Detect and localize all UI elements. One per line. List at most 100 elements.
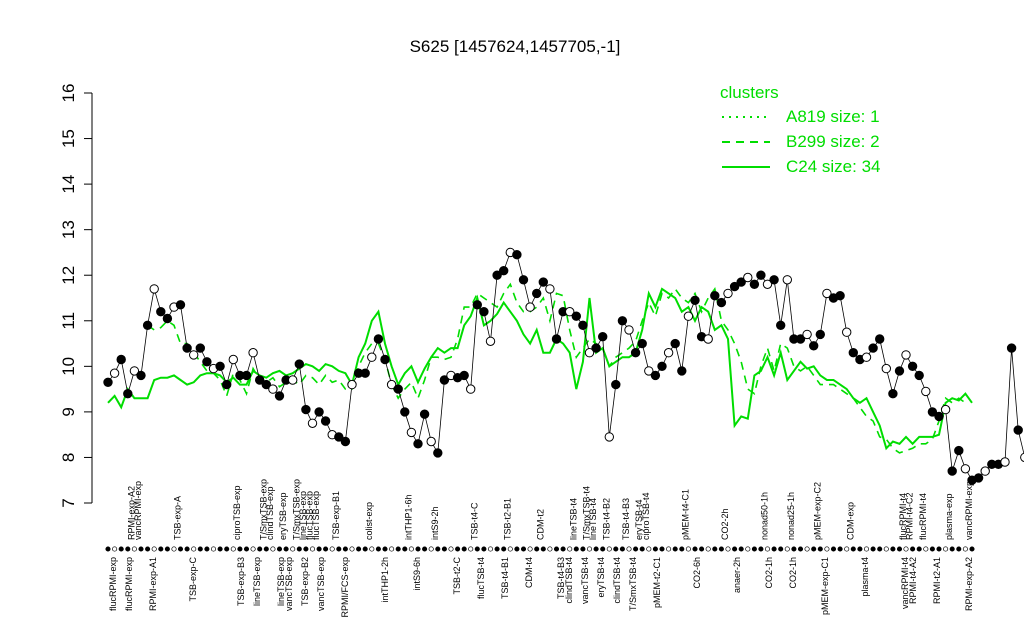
data-point [954,445,964,456]
data-point [927,407,938,417]
rug-marker [224,546,230,552]
rug-marker [481,546,487,552]
sample-label-bottom: pMEM-exp-C1 [820,557,830,615]
sample-label-bottom: TSB-t4-B3 [556,557,566,599]
data-point [334,432,344,442]
data-point [274,391,285,401]
data-point [710,291,720,301]
data-point [604,432,614,442]
sample-label-top: TSB-t4-B3 [621,498,631,540]
data-point [802,329,812,340]
y-tick-label: 8 [59,453,78,462]
rug-marker [916,546,922,552]
sample-label-top: lineTSB-t4 [568,498,578,540]
data-point [868,343,878,353]
rug-marker [699,546,705,552]
y-tick-label: 12 [59,266,78,285]
sample-label-bottom: CO2-6h [692,557,702,589]
sample-label-bottom: RPMI-t4-A2 [908,557,918,604]
rug-marker [296,546,302,552]
rug-marker [705,546,711,552]
rug-marker [415,546,421,552]
sample-label-top: pMEM-t4-C1 [680,489,690,540]
rug-marker [567,546,573,552]
y-tick-label: 16 [59,84,78,103]
rug-marker [969,546,975,552]
rug-marker [131,546,137,552]
rug-marker [395,546,401,552]
rug-marker [303,546,309,552]
data-point [835,291,845,301]
rug-marker [428,546,434,552]
data-point [499,266,509,276]
rug-marker [474,546,480,552]
rug-marker [270,546,276,552]
sample-label-top: lineTSB-exp [298,491,308,540]
sample-label-top: TSB-exp-B1 [331,491,341,540]
data-point [380,354,390,365]
rug-marker [929,546,935,552]
data-point [973,473,984,483]
sample-label-bottom: pMEM-t2-C1 [652,557,662,608]
sample-label-bottom: RPMI-t2-A1 [932,557,942,604]
rug-marker [890,546,896,552]
rug-marker [151,546,157,552]
chart-title: S625 [1457624,1457705,-1] [410,37,621,56]
sample-label-top: ciproTSB-exp [232,485,242,540]
rug-marker [507,546,513,552]
data-point [400,407,410,417]
data-point [782,275,792,285]
rug-marker [593,546,599,552]
rug-marker [870,546,876,552]
rug-marker [408,546,414,552]
data-point [881,363,891,374]
data-point [1006,343,1017,353]
y-tick-label: 13 [59,220,78,239]
legend: clusters A819 size: 1 B299 size: 2 C24 siz… [720,83,881,176]
data-point [175,300,186,310]
rug-marker [652,546,658,552]
rug-marker [797,546,804,552]
rug-marker [666,546,672,552]
rug-marker [125,546,131,552]
sample-label-top: colist-exp [364,502,374,540]
rug-marker [962,546,968,552]
sample-label-bottom: RPMI-exp-A2 [964,557,974,611]
rug-marker [389,546,395,552]
rug-marker [639,546,645,552]
rug-marker [349,546,355,552]
rug-marker [520,546,527,552]
data-point [650,370,661,381]
sample-label-top: vancRPMI-exp [964,481,974,540]
sample-label-bottom: anaer-2h [732,557,742,593]
data-point [1000,457,1010,467]
data-point [202,357,212,367]
data-point [156,307,166,317]
data-point [663,348,674,358]
data-point [921,386,931,397]
sample-label-bottom: T/SmxTSB-t4 [628,557,638,611]
y-tick-label: 15 [59,129,78,148]
y-axis: 7 8 9 10 11 12 13 14 15 16 [59,84,93,508]
sample-label-bottom: TSB-exp-C [188,557,198,602]
rug-marker [791,546,797,552]
data-point [314,407,324,417]
sample-label-bottom: lineTSB-exp [252,557,262,606]
rug-marker [356,546,362,552]
data-point [875,334,885,344]
data-point [492,270,502,280]
data-point [947,466,957,476]
rug-marker [778,546,784,552]
data-point [729,281,740,292]
data-point [624,325,634,335]
data-point [123,389,133,399]
data-point [762,279,773,289]
sample-label-top: TSB-t4-B2 [601,498,611,540]
sample-label-top: flucTSB-exp [311,491,321,540]
legend-title: clusters [720,83,779,102]
rug-marker [877,546,883,552]
rug-marker [540,546,546,552]
data-point [340,436,351,447]
sample-label-top: lineTSB-t4 [588,498,598,540]
